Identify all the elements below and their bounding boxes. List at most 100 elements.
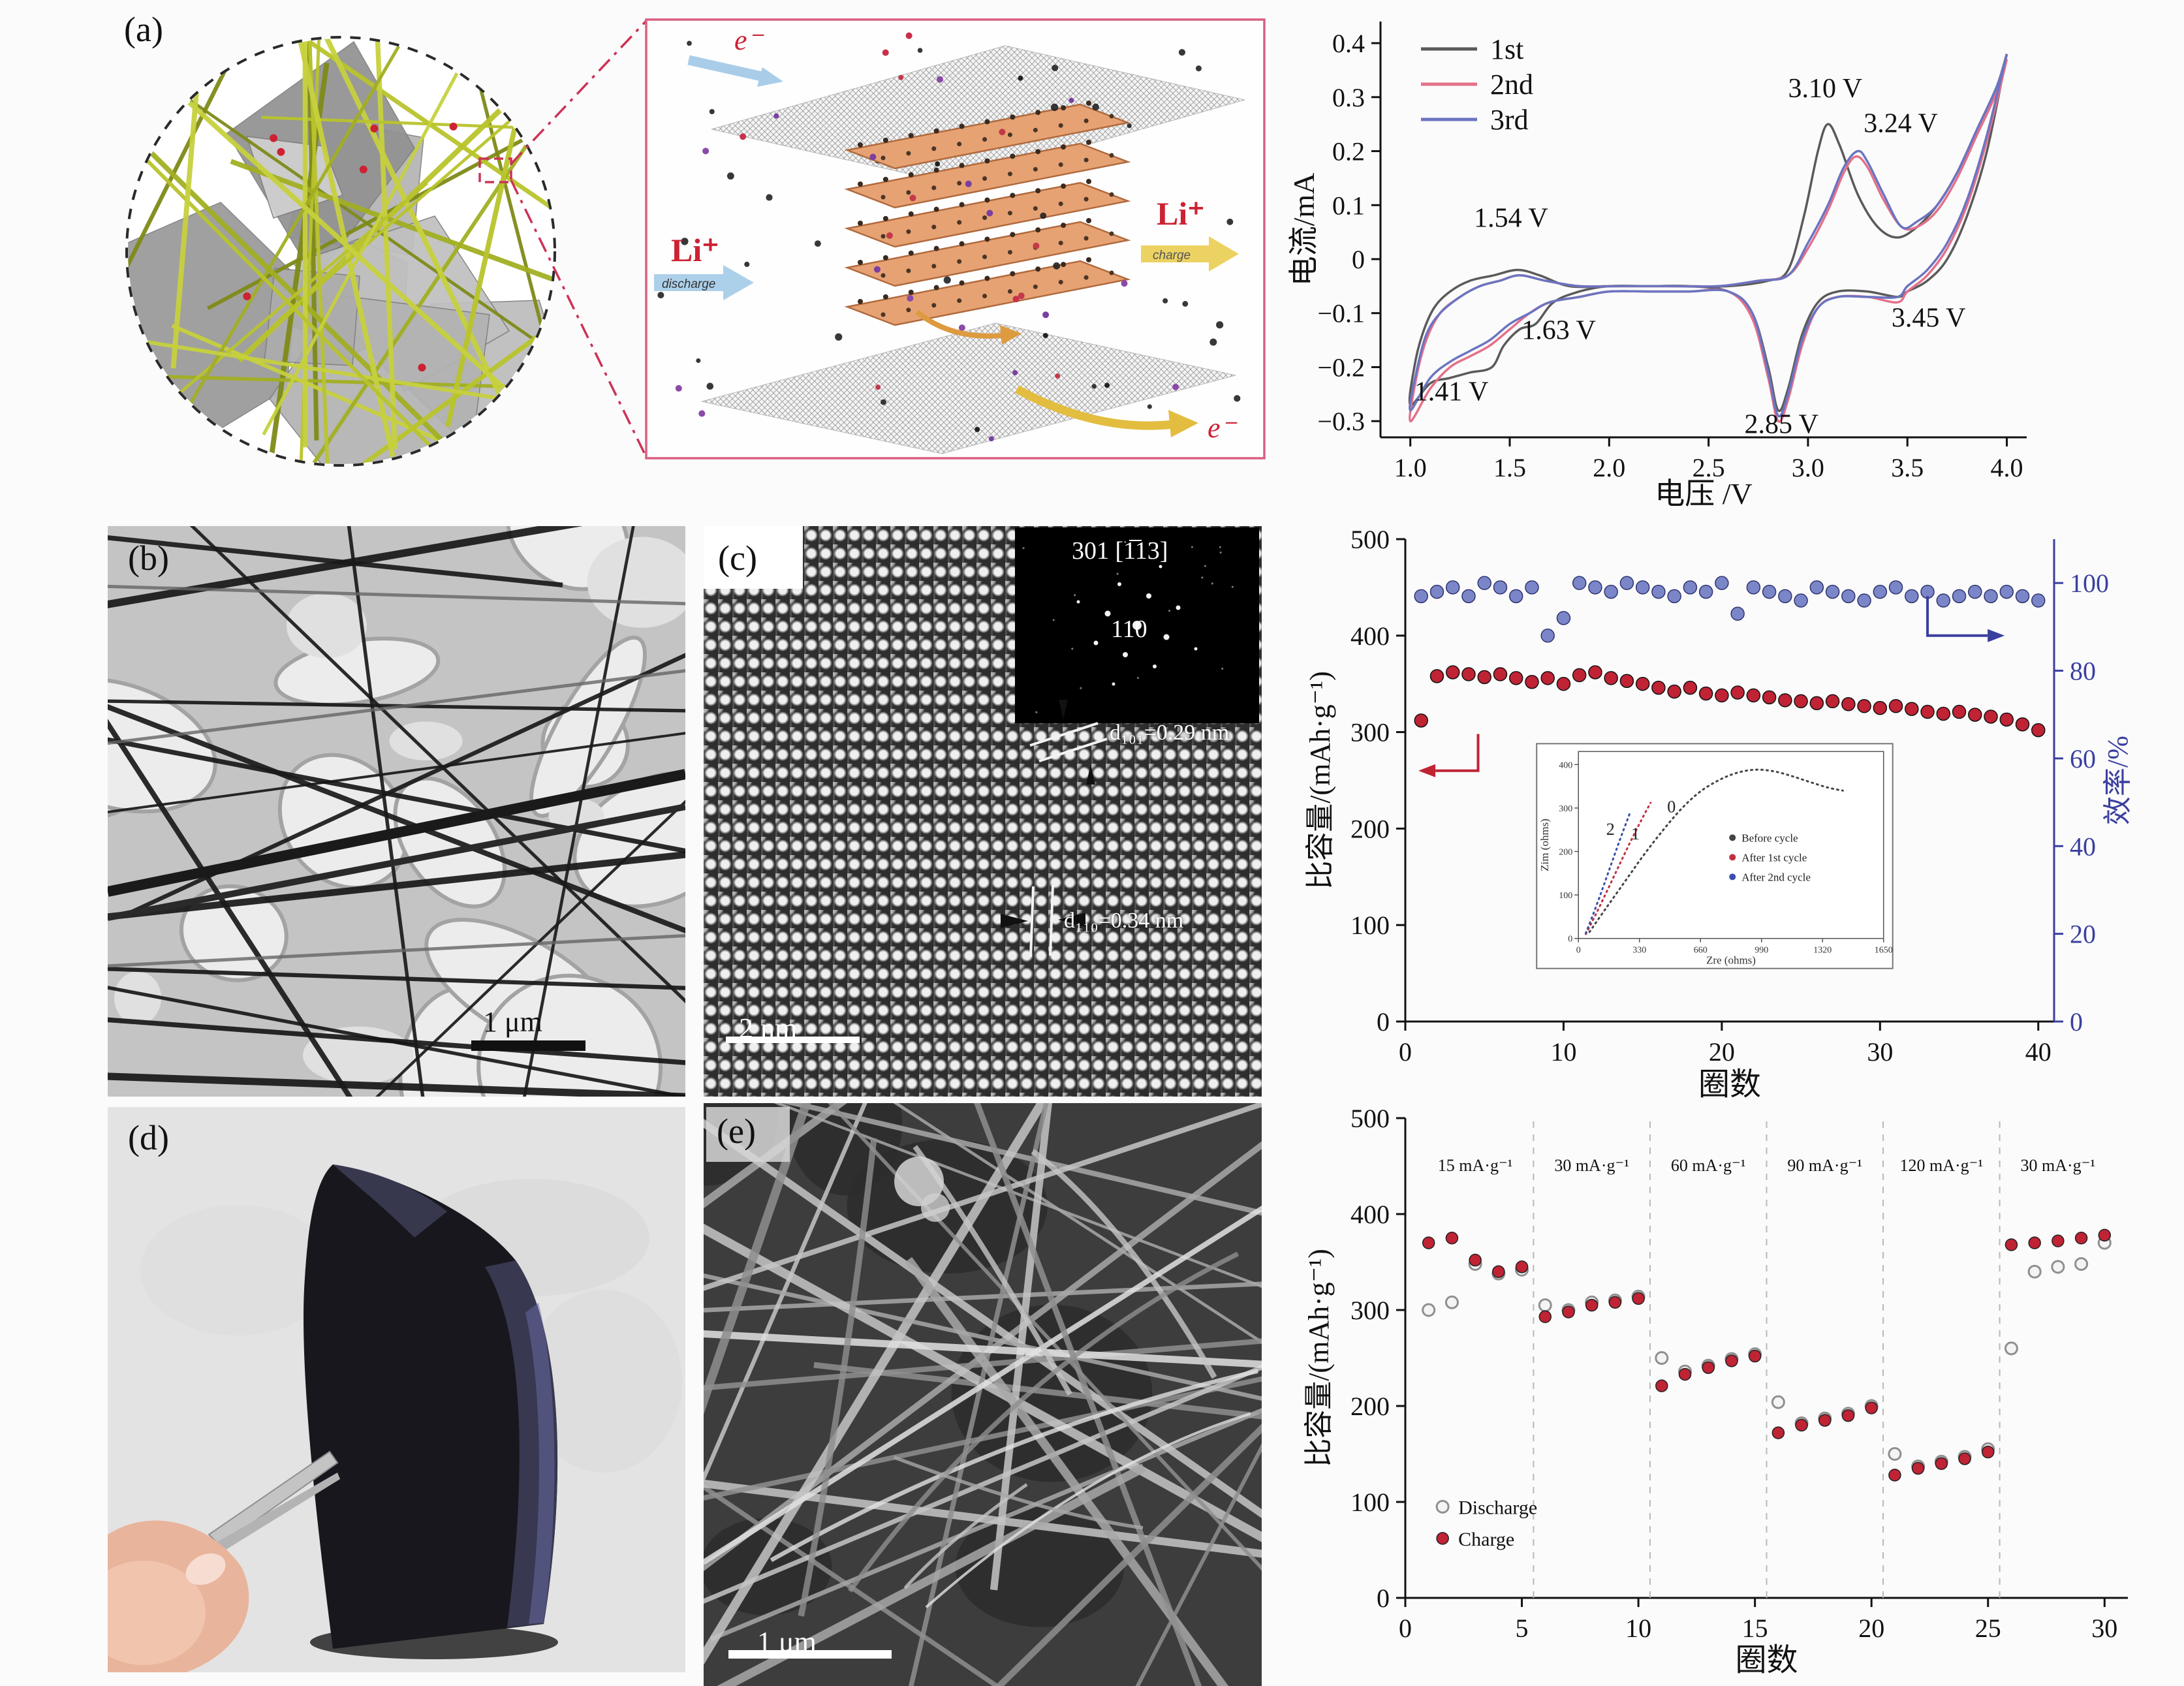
- panel-e-scale-bar: [728, 1650, 892, 1659]
- discharge-arrow: [654, 265, 754, 300]
- layered-structure-box: Li⁺ discharge Li⁺ charge e⁻ e⁻: [645, 18, 1266, 460]
- svg-text:−0.1: −0.1: [1317, 299, 1365, 328]
- svg-text:30: 30: [2091, 1614, 2117, 1643]
- label-backdrop: [704, 526, 803, 589]
- svg-text:0: 0: [1399, 1037, 1412, 1067]
- svg-text:300: 300: [1350, 1296, 1390, 1325]
- capacity-points: [1414, 665, 2046, 738]
- svg-text:0: 0: [2070, 1007, 2083, 1037]
- svg-text:After 1st cycle: After 1st cycle: [1741, 851, 1807, 864]
- svg-text:10: 10: [1625, 1614, 1651, 1643]
- svg-text:0: 0: [1568, 935, 1572, 944]
- panel-c-scale-bar: [726, 1037, 860, 1043]
- svg-text:0: 0: [1576, 946, 1581, 956]
- svg-text:0: 0: [1377, 1584, 1390, 1613]
- eis-series: [1588, 768, 1844, 933]
- svg-text:Before cycle: Before cycle: [1741, 832, 1798, 844]
- svg-text:2nd: 2nd: [1490, 69, 1533, 101]
- svg-text:discharge: discharge: [662, 277, 715, 291]
- panel-b-scale-text: 1 μm: [483, 1006, 542, 1038]
- right-axis-arrow: [1926, 596, 1988, 637]
- rate-group-label: 30 mA·g⁻¹: [1554, 1156, 1629, 1175]
- svg-text:电压 /V: 电压 /V: [1655, 477, 1753, 510]
- rate-group-label: 15 mA·g⁻¹: [1438, 1156, 1513, 1175]
- svg-text:圈数: 圈数: [1735, 1643, 1798, 1678]
- svg-text:0.2: 0.2: [1332, 137, 1365, 166]
- panel-e-sem-image: [704, 1103, 1262, 1686]
- cv-annotation: 2.85 V: [1744, 409, 1818, 439]
- fft-plane-110-label: 110: [1111, 616, 1147, 643]
- li-plus-right: Li⁺: [1157, 195, 1205, 232]
- svg-text:4.0: 4.0: [1991, 453, 2023, 482]
- eis-inset: 0 330 660 990 1320 1650 0 100 200 300 400 Zre (ohms…: [1536, 743, 1894, 969]
- svg-text:效率/%: 效率/%: [2102, 736, 2134, 825]
- svg-text:40: 40: [2025, 1037, 2051, 1067]
- svg-text:20: 20: [1858, 1614, 1884, 1643]
- panel-d-photo: [108, 1107, 685, 1672]
- rate-group-label: 90 mA·g⁻¹: [1787, 1156, 1862, 1175]
- cv-annotation: 1.63 V: [1521, 315, 1596, 345]
- panel-c-label: (c): [718, 539, 757, 578]
- svg-text:100: 100: [1559, 891, 1572, 901]
- svg-text:100: 100: [1350, 1488, 1390, 1517]
- eis-series: [1585, 811, 1632, 935]
- li-plus-left: Li⁺: [671, 232, 719, 268]
- slab: [844, 142, 1131, 209]
- svg-text:10: 10: [1550, 1037, 1576, 1067]
- left-axis-arrow: [1435, 734, 1480, 772]
- svg-text:500: 500: [1350, 525, 1390, 554]
- flexible-film: [304, 1164, 558, 1649]
- svg-text:Charge: Charge: [1458, 1529, 1514, 1550]
- label-backdrop: [706, 1107, 790, 1162]
- svg-text:0.1: 0.1: [1332, 191, 1365, 220]
- cv-series-1st: [1408, 54, 2008, 413]
- charge-arrow: [1141, 236, 1239, 272]
- svg-text:300: 300: [1559, 804, 1572, 814]
- svg-text:60: 60: [2070, 744, 2096, 773]
- svg-text:1.0: 1.0: [1394, 453, 1427, 482]
- electron-arrow-bottom: [1014, 385, 1174, 430]
- svg-text:3rd: 3rd: [1490, 104, 1529, 136]
- panel-a-label: (a): [124, 10, 163, 49]
- svg-text:1: 1: [1631, 824, 1640, 843]
- eis-series: [1585, 802, 1652, 935]
- svg-text:圈数: 圈数: [1698, 1067, 1761, 1102]
- svg-text:Discharge: Discharge: [1458, 1497, 1537, 1518]
- svg-text:charge: charge: [1153, 249, 1191, 262]
- cv-chart: 1.0 1.5 2.0 2.5 3.0 3.5 4.0 −0.3 −0.2 −0.1 0 0.1 0.2…: [1287, 22, 2027, 510]
- svg-text:400: 400: [1559, 760, 1572, 770]
- svg-text:40: 40: [2070, 832, 2096, 861]
- svg-text:Zre (ohms): Zre (ohms): [1706, 954, 1756, 967]
- svg-text:0.3: 0.3: [1332, 83, 1365, 112]
- fft-plane-301-113-label: 301 [1̅13]: [1072, 537, 1168, 565]
- charge-points: [1422, 1228, 2112, 1482]
- panel-b-tem-image: [108, 526, 685, 1097]
- svg-text:25: 25: [1975, 1614, 2001, 1643]
- cv-annotation: 1.54 V: [1474, 203, 1548, 233]
- svg-text:5: 5: [1516, 1614, 1529, 1643]
- svg-text:200: 200: [1350, 814, 1390, 843]
- svg-text:0: 0: [1399, 1614, 1412, 1643]
- d110-arrow-right: [1001, 914, 1028, 928]
- cv-annotation: 3.24 V: [1864, 109, 1938, 139]
- svg-text:1st: 1st: [1490, 33, 1523, 65]
- svg-text:20: 20: [2070, 920, 2096, 949]
- rate-chart: 0 5 10 15 20 25 300100200300400500比容量/(mAh·g⁻¹…: [1303, 1104, 2128, 1678]
- panel-e-label: (e): [717, 1112, 756, 1151]
- cv-axes: 1.0 1.5 2.0 2.5 3.0 3.5 4.0 −0.3 −0.2 −0.1 0 0.1 0.2…: [1317, 22, 2027, 482]
- svg-text:1320: 1320: [1813, 946, 1832, 956]
- svg-text:0: 0: [1377, 1007, 1390, 1037]
- svg-text:0: 0: [1667, 798, 1676, 817]
- svg-text:100: 100: [2070, 569, 2109, 598]
- electron-top: e⁻: [734, 24, 765, 56]
- svg-text:Zim (ohms): Zim (ohms): [1538, 819, 1551, 871]
- slab: [844, 260, 1131, 326]
- cv-annotation: 1.41 V: [1414, 377, 1489, 407]
- d110-arrow-left: [1058, 913, 1085, 927]
- d101-arrow-down: [1059, 700, 1068, 719]
- panel-c-hrtem-image: [704, 526, 1262, 1097]
- svg-text:−0.2: −0.2: [1317, 352, 1365, 382]
